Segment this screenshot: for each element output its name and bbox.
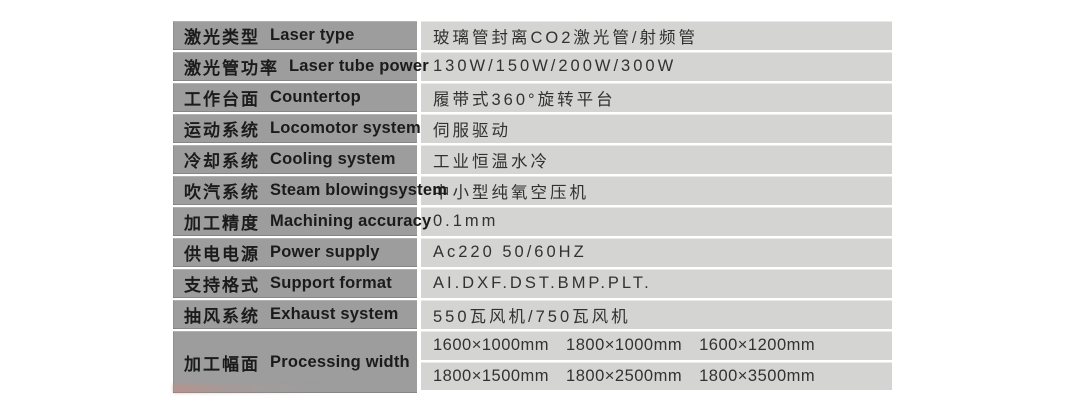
spec-label-cell: 激光类型 Laser type bbox=[173, 21, 417, 50]
dimension: 1800×2500mm bbox=[566, 366, 683, 385]
spec-value: 130W/150W/200W/300W bbox=[433, 57, 677, 75]
spec-label-cell: 供电电源 Power supply bbox=[173, 238, 417, 267]
spec-row-steam-blowing-system: 吹汽系统 Steam blowingsystem 中小型纯氧空压机 bbox=[173, 176, 892, 205]
spec-label-en: Support format bbox=[270, 274, 392, 292]
spec-row-countertop: 工作台面 Countertop 履带式360°旋转平台 bbox=[173, 83, 892, 112]
spec-value-cell: 玻璃管封离CO2激光管/射频管 bbox=[421, 21, 892, 50]
spec-label-en: Countertop bbox=[270, 88, 361, 106]
spec-row-support-format: 支持格式 Support format AI.DXF.DST.BMP.PLT. bbox=[173, 269, 892, 298]
dimension: 1800×1500mm bbox=[433, 366, 550, 385]
spec-label-zh: 抽风系统 bbox=[184, 307, 260, 326]
spec-value-cell: 130W/150W/200W/300W bbox=[421, 52, 892, 81]
spec-row-cooling-system: 冷却系统 Cooling system 工业恒温水冷 bbox=[173, 145, 892, 174]
spec-label-zh: 加工精度 bbox=[184, 214, 260, 233]
spec-value: AI.DXF.DST.BMP.PLT. bbox=[433, 274, 652, 292]
processing-width-line-2: 1800×1500mm 1800×2500mm 1800×3500mm bbox=[421, 362, 892, 390]
spec-label-zh: 冷却系统 bbox=[184, 152, 260, 171]
spec-value: Ac220 50/60HZ bbox=[433, 243, 587, 261]
spec-label-cell: 吹汽系统 Steam blowingsystem bbox=[173, 176, 447, 205]
spec-value: 0.1mm bbox=[433, 212, 499, 230]
spec-value-cell: 伺服驱动 bbox=[421, 114, 892, 143]
spec-label-zh: 供电电源 bbox=[184, 245, 260, 264]
spec-label-en: Locomotor system bbox=[270, 119, 421, 137]
dimension: 1600×1200mm bbox=[699, 336, 816, 354]
spec-label-zh: 吹汽系统 bbox=[184, 183, 260, 202]
spec-label-zh: 激光类型 bbox=[184, 28, 260, 47]
spec-value-cell: Ac220 50/60HZ bbox=[421, 238, 892, 267]
spec-label-en: Power supply bbox=[270, 243, 380, 261]
spec-label-en: Processing width bbox=[270, 352, 410, 371]
spec-label-cell: 运动系统 Locomotor system bbox=[173, 114, 421, 143]
spec-label-en: Laser tube power bbox=[289, 57, 429, 75]
spec-row-laser-tube-power: 激光管功率 Laser tube power 130W/150W/200W/30… bbox=[173, 52, 892, 81]
pink-smudge-artifact bbox=[173, 384, 325, 393]
spec-label-cell: 冷却系统 Cooling system bbox=[173, 145, 417, 174]
spec-label-cell: 工作台面 Countertop bbox=[173, 83, 417, 112]
spec-value-cell: AI.DXF.DST.BMP.PLT. bbox=[421, 269, 892, 298]
spec-value-cell: 中小型纯氧空压机 bbox=[421, 176, 892, 205]
processing-width-line-1: 1600×1000mm 1800×1000mm 1600×1200mm bbox=[421, 331, 892, 360]
spec-label-zh: 激光管功率 bbox=[184, 59, 279, 78]
spec-value: 工业恒温水冷 bbox=[433, 152, 550, 171]
spec-value-cell: 0.1mm bbox=[421, 207, 892, 236]
spec-row-locomotor-system: 运动系统 Locomotor system 伺服驱动 bbox=[173, 114, 892, 143]
spec-label-cell: 激光管功率 Laser tube power bbox=[173, 52, 429, 81]
spec-label-en: Machining accuracy bbox=[270, 212, 432, 230]
spec-value-cell: 550瓦风机/750瓦风机 bbox=[421, 300, 892, 329]
spec-label-en: Steam blowingsystem bbox=[270, 181, 448, 199]
spec-value: 玻璃管封离CO2激光管/射频管 bbox=[433, 28, 699, 47]
spec-label-cell: 抽风系统 Exhaust system bbox=[173, 300, 417, 329]
spec-row-processing-width: 加工幅面 Processing width 1600×1000mm 1800×1… bbox=[173, 331, 892, 393]
spec-value: 550瓦风机/750瓦风机 bbox=[433, 307, 631, 326]
spec-label-cell: 支持格式 Support format bbox=[173, 269, 417, 298]
spec-value-cell: 履带式360°旋转平台 bbox=[421, 83, 892, 112]
spec-label-zh: 运动系统 bbox=[184, 121, 260, 140]
spec-value: 履带式360°旋转平台 bbox=[433, 90, 616, 109]
spec-row-exhaust-system: 抽风系统 Exhaust system 550瓦风机/750瓦风机 bbox=[173, 300, 892, 329]
spec-label-en: Cooling system bbox=[270, 150, 396, 168]
dimension: 1600×1000mm bbox=[433, 336, 550, 354]
spec-row-laser-type: 激光类型 Laser type 玻璃管封离CO2激光管/射频管 bbox=[173, 21, 892, 50]
dimension: 1800×3500mm bbox=[699, 366, 816, 385]
spec-value-cell: 工业恒温水冷 bbox=[421, 145, 892, 174]
spec-label-zh: 工作台面 bbox=[184, 90, 260, 109]
spec-value: 伺服驱动 bbox=[433, 121, 511, 140]
spec-label-zh: 加工幅面 bbox=[184, 354, 260, 374]
spec-label-en: Exhaust system bbox=[270, 305, 399, 323]
spec-table: 激光类型 Laser type 玻璃管封离CO2激光管/射频管 激光管功率 La… bbox=[173, 21, 892, 393]
spec-label-cell: 加工精度 Machining accuracy bbox=[173, 207, 431, 236]
spec-row-machining-accuracy: 加工精度 Machining accuracy 0.1mm bbox=[173, 207, 892, 236]
processing-width-values: 1600×1000mm 1800×1000mm 1600×1200mm 1800… bbox=[421, 331, 892, 390]
spec-label-zh: 支持格式 bbox=[184, 276, 260, 295]
spec-label-cell: 加工幅面 Processing width bbox=[173, 331, 417, 393]
spec-row-power-supply: 供电电源 Power supply Ac220 50/60HZ bbox=[173, 238, 892, 267]
spec-value: 中小型纯氧空压机 bbox=[433, 183, 589, 202]
spec-label-en: Laser type bbox=[270, 26, 355, 44]
dimension: 1800×1000mm bbox=[566, 336, 683, 354]
